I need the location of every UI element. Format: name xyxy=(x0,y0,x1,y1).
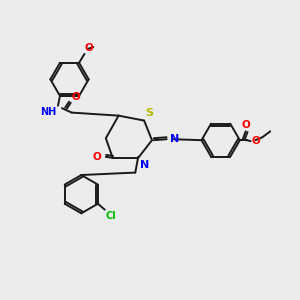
Text: N: N xyxy=(169,134,179,144)
Text: Cl: Cl xyxy=(106,211,116,220)
Text: O: O xyxy=(252,136,260,146)
Text: O: O xyxy=(92,152,101,162)
Text: O: O xyxy=(72,92,80,102)
Text: NH: NH xyxy=(40,107,56,117)
Text: O: O xyxy=(241,120,250,130)
Text: O: O xyxy=(85,44,94,53)
Text: S: S xyxy=(145,108,153,118)
Text: N: N xyxy=(140,160,149,170)
